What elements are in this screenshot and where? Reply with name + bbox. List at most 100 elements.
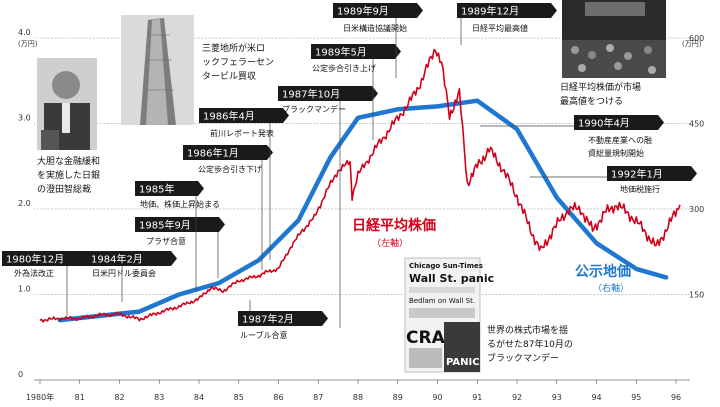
- series-group: [39, 48, 681, 323]
- x-tick-label: 90: [432, 393, 442, 402]
- x-axis: 1980年 81 82 83 84 85 86 87 88 89 90 91 92 93 94 95 96: [26, 380, 681, 402]
- x-tick-label: 96: [671, 393, 681, 402]
- right-axis: (万円) 150 300 450 600: [682, 34, 704, 300]
- right-tick-label: 450: [689, 120, 704, 129]
- event-date-arrow: [171, 251, 177, 266]
- left-tick-label: 1.0: [18, 285, 31, 294]
- x-tick-label: 88: [353, 393, 363, 402]
- caption-exchange-line: 日経平均株価が市場: [560, 81, 641, 93]
- caption-governor-line: の澄田智総裁: [37, 183, 91, 195]
- land-price-axis-note: （右軸）: [593, 282, 629, 294]
- event-date: 1990年4月: [578, 117, 630, 130]
- event-date-box: [238, 311, 322, 326]
- x-tick-label: 92: [512, 393, 522, 402]
- left-tick-label: 2.0: [18, 199, 31, 208]
- event-text: 日米構造協議開始: [343, 23, 407, 33]
- x-tick-label: 87: [313, 393, 323, 402]
- nikkei-series-label: 日経平均株価: [352, 217, 436, 234]
- event-date-arrow: [658, 115, 664, 130]
- left-tick-label: 4.0: [18, 28, 31, 37]
- event-date: 1985年: [139, 183, 174, 196]
- event-date-box: [457, 3, 551, 18]
- land-price-series-label: 公示地価: [575, 263, 631, 280]
- newspaper-subhead: Bedlam on Wall St.: [409, 297, 475, 305]
- event-text: 日経平均最高値: [472, 23, 528, 33]
- event-date: 1986年1月: [187, 147, 239, 160]
- x-tick-label: 1980年: [26, 392, 54, 402]
- x-tick-label: 94: [591, 393, 601, 402]
- x-tick-label: 82: [114, 393, 124, 402]
- event-date: 1987年2月: [242, 313, 294, 326]
- caption-exchange-line: 最高値をつける: [560, 95, 623, 107]
- nikkei-axis-note: （左軸）: [372, 237, 408, 249]
- event-text: 前川レポート発表: [210, 128, 274, 138]
- event-date-box: [333, 3, 417, 18]
- x-tick-label: 95: [631, 393, 641, 402]
- newspaper-headline: Wall St. panic: [409, 272, 494, 285]
- event-date-box: [2, 251, 96, 266]
- event-date-arrow: [198, 181, 204, 196]
- caption-newspaper-line: 世界の株式市場を揺: [487, 324, 568, 336]
- event-date-box: [199, 108, 283, 123]
- caption-governor: 大胆な金融緩和 を実施した日銀 の澄田智総裁: [37, 155, 100, 195]
- event-date-arrow: [372, 86, 378, 101]
- event-date: 1985年9月: [139, 219, 191, 232]
- right-tick-label: 150: [689, 291, 704, 300]
- event-text: ルーブル合意: [240, 330, 288, 340]
- governor-photo: [37, 58, 97, 150]
- event-text: 公定歩合引き上げ: [312, 63, 376, 73]
- event-date: 1989年5月: [315, 46, 367, 59]
- caption-governor-line: 大胆な金融緩和: [37, 155, 100, 167]
- caption-newspaper-line: るがせた87年10月の: [487, 338, 573, 350]
- x-tick-label: 83: [154, 393, 164, 402]
- event-date-arrow: [417, 3, 423, 18]
- left-axis-unit: (万円): [18, 40, 38, 48]
- right-tick-label: 600: [689, 34, 704, 43]
- event-text: 地価税施行: [620, 184, 660, 194]
- caption-building-line: タービル買収: [202, 70, 256, 82]
- x-tick-label: 93: [552, 393, 562, 402]
- right-tick-label: 300: [689, 205, 704, 214]
- event-date-box: [135, 181, 198, 196]
- caption-building-line: ックフェラーセン: [202, 57, 274, 68]
- event-date-box: [574, 115, 658, 130]
- event-date-box: [278, 86, 372, 101]
- land-price-line: [57, 98, 669, 323]
- left-axis: (万円) 0 1.0 2.0 3.0 4.0: [18, 28, 38, 379]
- x-tick-label: 86: [273, 393, 283, 402]
- event-date-arrow: [219, 217, 225, 232]
- event-date: 1984年2月: [91, 253, 143, 266]
- event-date-arrow: [691, 166, 697, 181]
- event-text: 地価、株価上昇始まる: [140, 199, 220, 209]
- caption-newspaper: 世界の株式市場を揺 るがせた87年10月の ブラックマンデー: [487, 324, 573, 364]
- event-date: 1987年10月: [282, 88, 340, 101]
- x-tick-label: 81: [75, 393, 85, 402]
- event-date: 1986年4月: [203, 110, 255, 123]
- event-date-arrow: [551, 3, 557, 18]
- event-text: 外為法改正: [14, 268, 54, 278]
- caption-governor-line: を実施した日銀: [37, 169, 100, 181]
- stock-exchange-photo: [562, 0, 666, 78]
- event-date-box: [311, 44, 395, 59]
- event-text: プラザ合意: [146, 236, 186, 246]
- event-date: 1989年9月: [337, 5, 389, 18]
- caption-building: 三菱地所が米ロ ックフェラーセン タービル買収: [202, 42, 274, 82]
- event-date-arrow: [395, 44, 401, 59]
- event-date-box: [607, 166, 691, 181]
- x-tick-label: 91: [472, 393, 482, 402]
- event-date: 1980年12月: [6, 253, 64, 266]
- nikkei-line: [39, 48, 681, 323]
- event-date-arrow: [283, 108, 289, 123]
